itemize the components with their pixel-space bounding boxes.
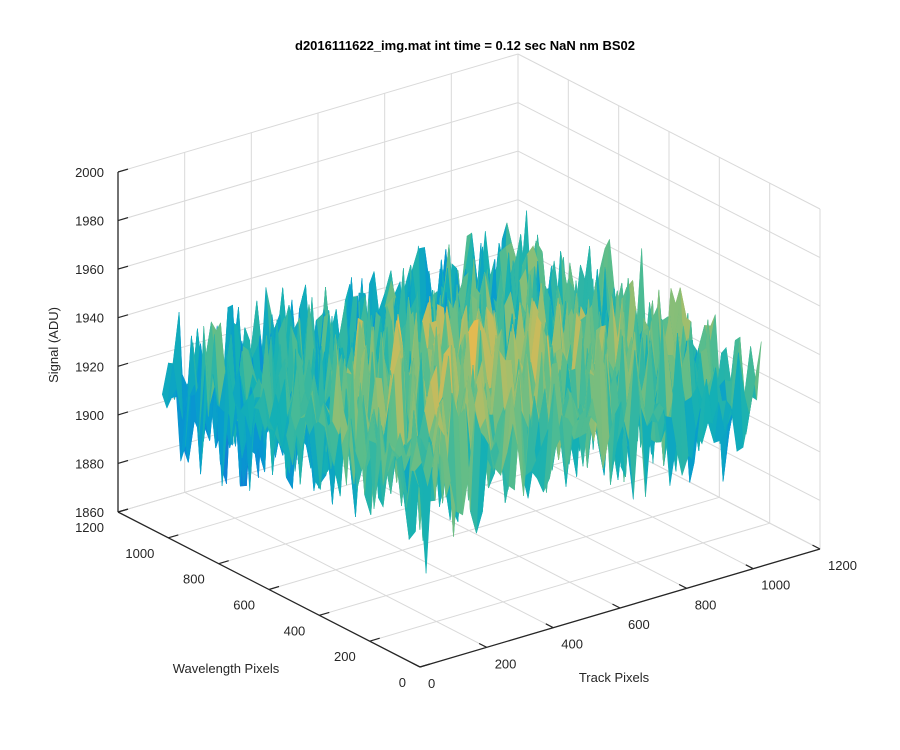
x-tick-label: 800 (695, 597, 717, 612)
x-tick-label: 0 (428, 676, 435, 691)
y-tick (319, 611, 330, 616)
z-tick-label: 1880 (75, 456, 104, 471)
y-tick (369, 637, 380, 642)
z-tick (117, 508, 129, 513)
x-tick-label: 200 (495, 656, 517, 671)
z-tick (117, 314, 129, 319)
y-tick-label: 800 (183, 572, 205, 587)
z-tick-label: 1860 (75, 505, 104, 520)
sidewall-gridline-z (517, 150, 821, 307)
x-tick-label: 600 (628, 617, 650, 632)
y-tick (268, 585, 280, 591)
floor-gridline-y (268, 471, 670, 590)
sidewall-gridline-z (517, 199, 821, 356)
y-tick (168, 534, 179, 539)
y-tick (218, 560, 229, 565)
x-tick-label: 400 (561, 637, 583, 652)
backwall-gridline-z (117, 53, 519, 173)
x-tick-label: 1200 (828, 558, 857, 573)
x-tick (612, 603, 621, 609)
x-tick (478, 642, 487, 648)
backwall-gridline-z (117, 199, 519, 319)
x-tick-label: 1000 (761, 578, 790, 593)
z-axis-label: Signal (ADU) (46, 307, 61, 383)
x-axis-label: Track Pixels (579, 670, 650, 685)
surface-facet (415, 462, 427, 574)
backwall-gridline-z (117, 247, 519, 367)
z-tick-label: 1960 (75, 262, 104, 277)
z-tick-label: 1940 (75, 311, 104, 326)
floor-gridline-y (319, 496, 720, 616)
z-tick (117, 362, 129, 367)
z-tick-label: 2000 (75, 165, 104, 180)
tick-labels: 0 200 400 600 800 1000 1200 0 200 400 600 800 1000 12… (75, 165, 857, 691)
y-tick-label: 1200 (75, 520, 104, 535)
y-axis-label: Wavelength Pixels (173, 661, 280, 676)
y-tick-label: 600 (233, 598, 255, 613)
z-tick (117, 411, 129, 416)
surface-plot (161, 210, 762, 574)
z-tick (117, 217, 129, 222)
y-tick-label: 0 (399, 675, 406, 690)
chart-title: d2016111622_img.mat int time = 0.12 sec … (295, 38, 635, 53)
y-tick-label: 400 (284, 623, 306, 638)
backwall-gridline-z (117, 102, 519, 222)
x-tick (412, 662, 421, 668)
y-tick-label: 1000 (125, 546, 154, 561)
floor-gridline-y (369, 522, 770, 642)
sidewall-gridline-z (517, 102, 821, 259)
z-tick-label: 1920 (75, 359, 104, 374)
x-tick (812, 544, 821, 550)
y-tick-label: 200 (334, 649, 356, 664)
backwall-gridline-z (117, 150, 519, 270)
axes-layer (117, 168, 821, 668)
z-tick (117, 459, 129, 464)
z-tick (117, 168, 129, 173)
z-tick-label: 1900 (75, 408, 104, 423)
x-tick (545, 623, 554, 629)
z-tick (117, 265, 129, 270)
sidewall-gridline-z (517, 53, 821, 210)
y-tick (419, 663, 431, 668)
z-tick-label: 1980 (75, 214, 104, 229)
x-tick (745, 564, 754, 570)
x-tick (678, 583, 687, 589)
